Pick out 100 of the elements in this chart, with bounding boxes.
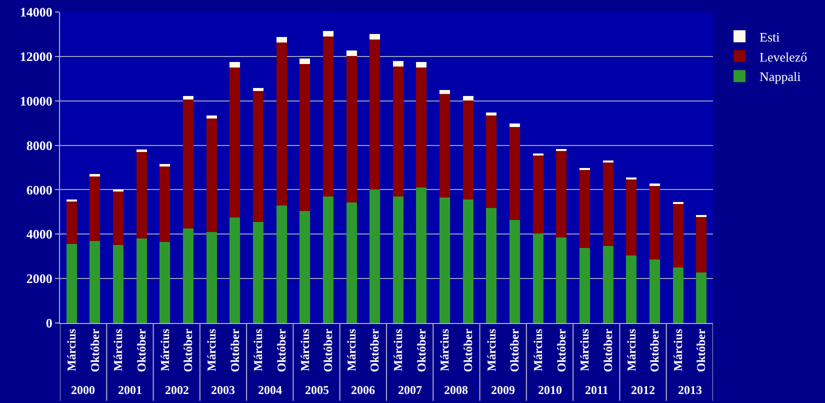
bar — [206, 115, 217, 119]
text: 2002 — [165, 383, 189, 397]
text: 2007 — [398, 383, 422, 397]
bar — [416, 67, 427, 188]
x-tick-label: Október — [228, 328, 242, 372]
bar — [416, 187, 427, 323]
bar — [579, 170, 590, 248]
x-tick-label: Március — [530, 328, 545, 372]
bar — [626, 180, 637, 256]
bar — [160, 166, 170, 242]
bar — [440, 197, 450, 323]
bar — [276, 42, 287, 206]
bar — [252, 88, 264, 92]
bar — [510, 126, 520, 220]
x-tick-label: Március — [251, 328, 266, 372]
bar — [392, 60, 404, 66]
x-tick-label: Október — [368, 328, 382, 372]
bar — [486, 208, 497, 323]
x-tick-label: Október — [88, 328, 102, 372]
bar — [649, 186, 660, 260]
bar — [230, 62, 240, 68]
x-tick-label: Március — [624, 328, 638, 372]
bar — [346, 202, 357, 323]
x-tick-label: Október — [414, 328, 428, 372]
x-tick-label: Március — [670, 328, 685, 372]
bar — [672, 202, 684, 204]
y-tick-label: 4000 — [26, 226, 52, 242]
text: 2004 — [258, 383, 282, 397]
text: 2001 — [118, 383, 142, 397]
bar — [346, 50, 357, 56]
x-tick-label: Március — [204, 328, 218, 372]
text: 2003 — [211, 383, 235, 397]
x-tick-label: Március — [111, 328, 126, 372]
legend-label: Esti — [760, 29, 780, 44]
bar — [696, 217, 707, 273]
y-tick-label: 6000 — [26, 182, 52, 198]
bar — [276, 36, 287, 42]
bar — [440, 94, 450, 198]
bar — [486, 112, 497, 116]
bar — [672, 267, 684, 323]
bar — [322, 196, 334, 323]
bar — [113, 244, 124, 323]
text: 2000 — [71, 383, 95, 397]
bar — [392, 196, 404, 323]
bar — [556, 148, 567, 152]
bar — [230, 67, 240, 218]
bar — [556, 238, 567, 323]
bar — [136, 238, 147, 323]
bar — [346, 56, 357, 203]
bar — [370, 34, 380, 40]
bar — [136, 152, 147, 239]
bar — [462, 100, 474, 200]
bar — [206, 232, 217, 323]
y-tick-label: 10000 — [20, 93, 52, 108]
bar — [322, 30, 334, 36]
text: 2011 — [585, 383, 608, 397]
bar — [183, 96, 194, 100]
y-tick-label: 0 — [46, 316, 52, 331]
x-tick-label: Október — [321, 328, 336, 372]
bar — [486, 116, 497, 208]
x-tick-label: Március — [64, 328, 79, 372]
x-tick-label: Március — [391, 328, 406, 372]
bar — [579, 248, 590, 323]
y-tick-label: 14000 — [20, 4, 52, 20]
bar — [626, 255, 637, 323]
bar — [649, 259, 660, 323]
bar — [602, 160, 614, 163]
y-tick-label: 12000 — [20, 48, 52, 64]
bar — [90, 176, 100, 241]
bar — [183, 100, 194, 228]
bar — [300, 210, 310, 323]
x-tick-label: Március — [298, 328, 312, 372]
text: 2013 — [678, 383, 702, 397]
bar — [696, 214, 707, 218]
bar — [276, 206, 287, 323]
bar — [416, 62, 427, 68]
bar — [230, 217, 240, 323]
bar — [602, 162, 614, 246]
bar — [532, 233, 544, 323]
bar — [462, 199, 474, 323]
x-tick-label: Október — [648, 328, 662, 372]
bar — [66, 244, 77, 323]
bar — [696, 272, 707, 323]
bar — [462, 96, 474, 101]
bar — [66, 199, 77, 202]
bar — [252, 222, 264, 323]
bar — [113, 191, 124, 245]
x-tick-label: Március — [158, 328, 172, 372]
x-tick-label: Október — [600, 328, 615, 372]
bar — [510, 124, 520, 127]
bar — [556, 151, 567, 238]
bar — [252, 91, 264, 222]
bar — [66, 202, 77, 244]
x-tick-label: Március — [578, 328, 592, 372]
text: 2010 — [538, 383, 562, 397]
x-tick-label: Október — [508, 328, 522, 372]
x-tick-label: Október — [554, 328, 568, 372]
bar — [440, 90, 450, 94]
bar — [602, 246, 614, 323]
x-tick-label: Október — [134, 328, 149, 372]
